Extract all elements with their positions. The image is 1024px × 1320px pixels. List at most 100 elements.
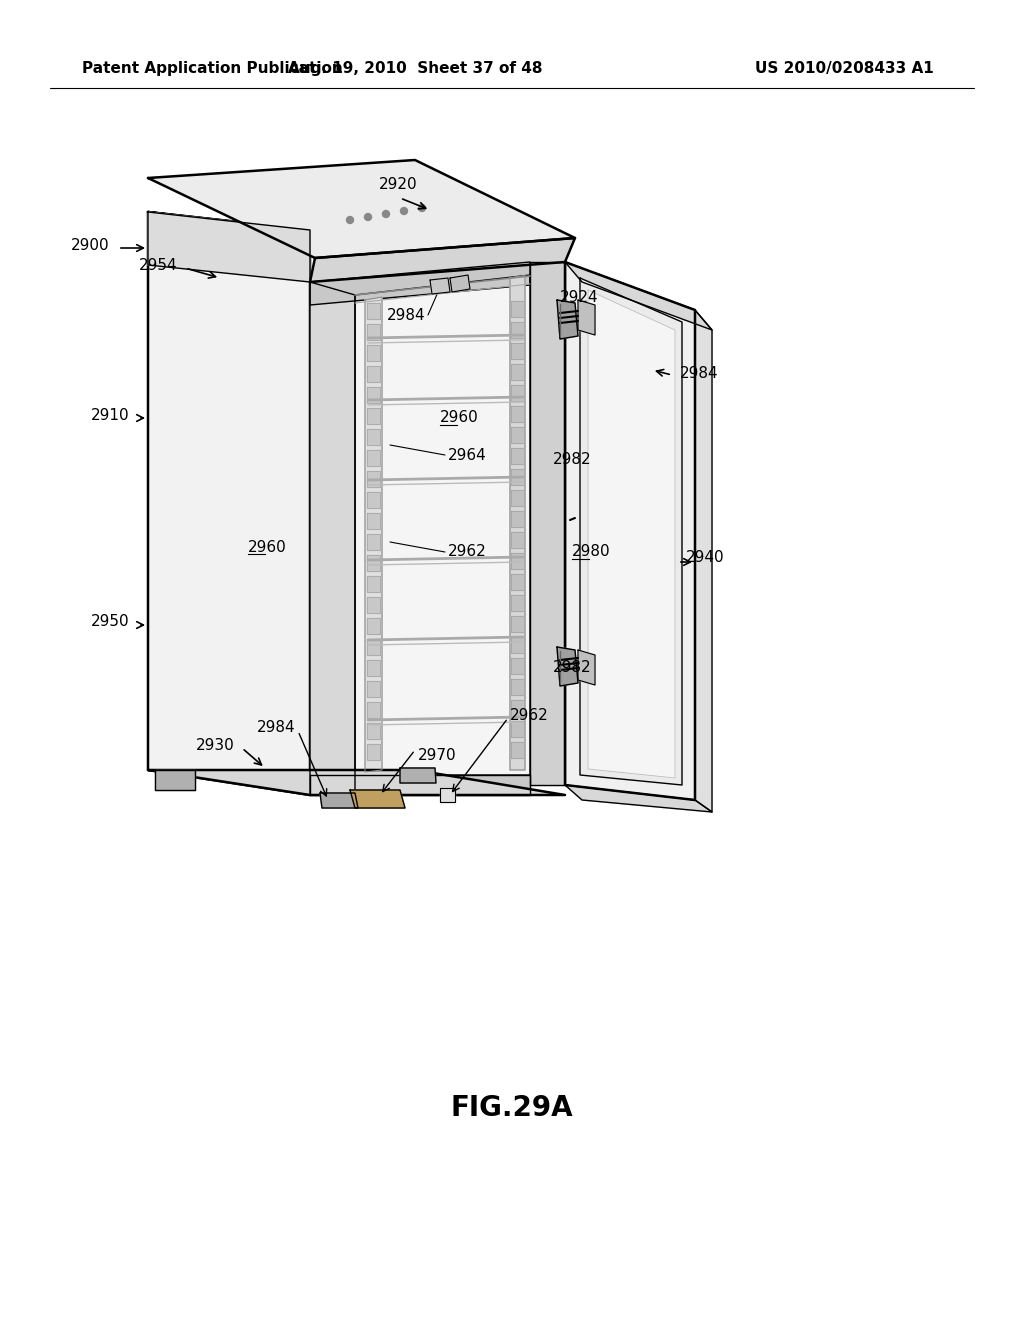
Polygon shape	[367, 323, 380, 341]
Polygon shape	[367, 639, 380, 655]
Text: 2954: 2954	[139, 257, 178, 272]
Text: Patent Application Publication: Patent Application Publication	[82, 61, 343, 75]
Polygon shape	[367, 429, 380, 445]
Polygon shape	[148, 770, 565, 795]
Polygon shape	[511, 364, 524, 380]
Text: 2984: 2984	[680, 366, 719, 380]
Circle shape	[383, 210, 389, 218]
Polygon shape	[565, 261, 695, 800]
Polygon shape	[511, 532, 524, 548]
Polygon shape	[310, 282, 355, 795]
Text: US 2010/0208433 A1: US 2010/0208433 A1	[755, 61, 934, 75]
Text: 2960: 2960	[248, 540, 287, 554]
Text: 2950: 2950	[91, 615, 130, 630]
Polygon shape	[511, 700, 524, 715]
Polygon shape	[450, 275, 470, 292]
Text: 2984: 2984	[386, 308, 425, 322]
Polygon shape	[367, 535, 380, 550]
Polygon shape	[148, 213, 310, 282]
Polygon shape	[511, 511, 524, 527]
Text: 2984: 2984	[256, 721, 295, 735]
Text: 2982: 2982	[553, 453, 592, 467]
Polygon shape	[511, 322, 524, 338]
Polygon shape	[367, 471, 380, 487]
Text: 2900: 2900	[72, 238, 110, 252]
Polygon shape	[530, 261, 565, 785]
Polygon shape	[511, 678, 524, 696]
Polygon shape	[511, 407, 524, 422]
Polygon shape	[367, 408, 380, 424]
Text: 2924: 2924	[560, 290, 599, 305]
Polygon shape	[430, 279, 450, 294]
Polygon shape	[367, 681, 380, 697]
Polygon shape	[511, 553, 524, 569]
Polygon shape	[511, 638, 524, 653]
Polygon shape	[511, 469, 524, 484]
Text: 2982: 2982	[553, 660, 592, 676]
Circle shape	[419, 205, 426, 211]
Polygon shape	[367, 387, 380, 403]
Polygon shape	[350, 789, 406, 808]
Polygon shape	[310, 775, 530, 795]
Polygon shape	[367, 702, 380, 718]
Polygon shape	[148, 160, 575, 257]
Polygon shape	[511, 301, 524, 317]
Text: 2930: 2930	[197, 738, 234, 752]
Circle shape	[365, 214, 372, 220]
Polygon shape	[367, 513, 380, 529]
Polygon shape	[310, 261, 530, 305]
Polygon shape	[367, 723, 380, 739]
Polygon shape	[367, 660, 380, 676]
Polygon shape	[367, 744, 380, 760]
Polygon shape	[511, 490, 524, 506]
Polygon shape	[367, 576, 380, 591]
Polygon shape	[565, 785, 712, 812]
Polygon shape	[367, 618, 380, 634]
Polygon shape	[510, 276, 525, 770]
Text: 2964: 2964	[449, 447, 486, 462]
Polygon shape	[565, 261, 712, 330]
Polygon shape	[511, 616, 524, 632]
Polygon shape	[511, 742, 524, 758]
Polygon shape	[511, 574, 524, 590]
Polygon shape	[367, 597, 380, 612]
Polygon shape	[148, 213, 565, 261]
Text: 2940: 2940	[686, 550, 725, 565]
Polygon shape	[588, 290, 675, 777]
Polygon shape	[511, 385, 524, 401]
Polygon shape	[367, 345, 380, 360]
Circle shape	[346, 216, 353, 223]
Polygon shape	[367, 304, 380, 319]
Polygon shape	[580, 279, 682, 785]
Polygon shape	[557, 647, 578, 686]
Polygon shape	[155, 770, 195, 789]
Text: FIG.29A: FIG.29A	[451, 1094, 573, 1122]
Polygon shape	[367, 492, 380, 508]
Polygon shape	[365, 297, 382, 772]
Polygon shape	[367, 554, 380, 572]
Polygon shape	[310, 238, 575, 282]
Polygon shape	[511, 426, 524, 444]
Text: 2910: 2910	[91, 408, 130, 422]
Polygon shape	[511, 595, 524, 611]
Text: 2980: 2980	[572, 544, 610, 560]
Circle shape	[400, 207, 408, 214]
Polygon shape	[557, 300, 578, 339]
Polygon shape	[578, 300, 595, 335]
Text: 2970: 2970	[418, 748, 457, 763]
Polygon shape	[319, 793, 358, 808]
Polygon shape	[367, 366, 380, 381]
Polygon shape	[148, 213, 310, 795]
Text: Aug. 19, 2010  Sheet 37 of 48: Aug. 19, 2010 Sheet 37 of 48	[288, 61, 543, 75]
Polygon shape	[511, 721, 524, 737]
Polygon shape	[511, 447, 524, 465]
Text: 2962: 2962	[510, 708, 549, 722]
Polygon shape	[578, 649, 595, 685]
Polygon shape	[511, 657, 524, 675]
Text: 2960: 2960	[440, 411, 479, 425]
Polygon shape	[440, 788, 455, 803]
Text: 2920: 2920	[379, 177, 418, 191]
Polygon shape	[695, 310, 712, 812]
Text: 2962: 2962	[449, 544, 486, 560]
Polygon shape	[400, 768, 436, 783]
